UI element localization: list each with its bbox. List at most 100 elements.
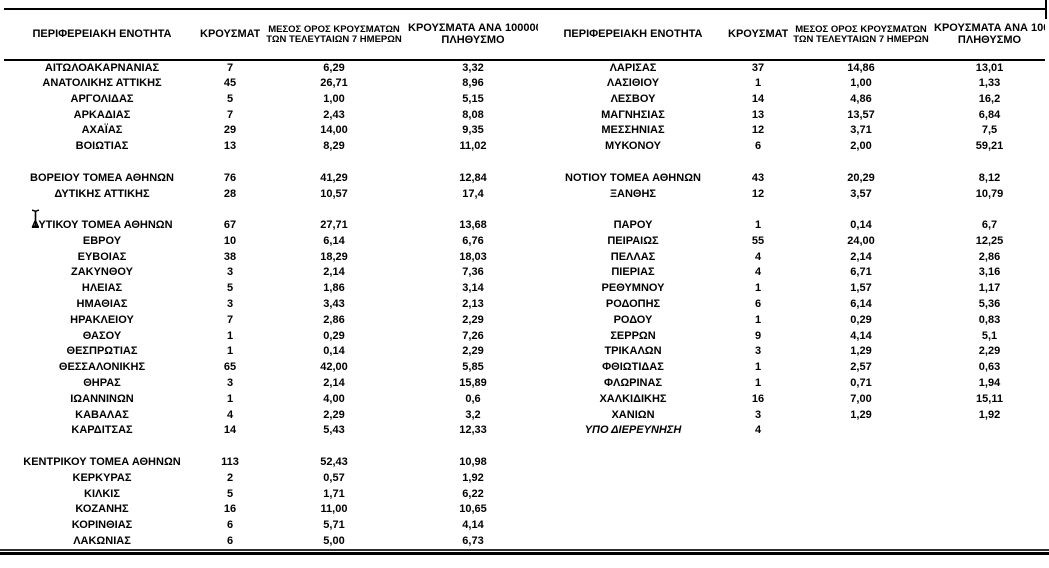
avg7-cell: [788, 423, 934, 439]
per100k-cell: 8,08: [462, 108, 484, 121]
avg7-cell: 4,14: [850, 329, 872, 342]
per100k-cell: 2,29: [978, 345, 1001, 358]
cases-cell: [728, 439, 788, 455]
cases-cell: [200, 439, 260, 455]
region-cell: ΑΧΑΪΑΣ: [81, 124, 123, 137]
per100k-cell: 6,84: [978, 108, 1001, 121]
cases-cell: 16: [751, 392, 765, 405]
cases-cell: 45: [223, 76, 237, 89]
region-cell: [538, 502, 728, 518]
region-cell: ΥΠΟ ΔΙΕΡΕΥΝΗΣΗ: [584, 424, 682, 437]
per100k-cell: [934, 534, 1045, 550]
table-row: ΚΑΒΑΛΑΣ 4 2,29 3,2 ΧΑΝΙΩΝ 3 1,29 1,92: [4, 408, 1045, 424]
table-row: ΘΗΡΑΣ 3 2,14 15,89 ΦΛΩΡΙΝΑΣ 1 0,71 1,94: [4, 376, 1045, 392]
avg7-cell: 14,86: [847, 61, 875, 74]
table-row: ΗΡΑΚΛΕΙΟΥ 7 2,86 2,29 ΡΟΔΟΥ 1 0,29 0,83: [4, 313, 1045, 329]
region-cell: ΘΕΣΣΑΛΟΝΙΚΗΣ: [58, 361, 146, 374]
avg7-cell: 6,14: [323, 234, 345, 247]
region-cell: ΜΕΣΣΗΝΙΑΣ: [601, 124, 665, 137]
cases-cell: [200, 155, 260, 171]
table-row: ΘΕΣΣΑΛΟΝΙΚΗΣ 65 42,00 5,85 ΦΘΙΩΤΙΔΑΣ 1 2…: [4, 360, 1045, 376]
per100k-cell: 5,15: [462, 92, 484, 105]
table-row: ΑΧΑΪΑΣ 29 14,00 9,35 ΜΕΣΣΗΝΙΑΣ 12 3,71 7…: [4, 123, 1045, 139]
avg7-cell: 5,43: [323, 424, 345, 437]
per100k-cell: 2,29: [462, 313, 484, 326]
cases-cell: 1: [754, 313, 762, 326]
per100k-cell: 7,26: [462, 329, 484, 342]
per100k-cell: 15,11: [976, 392, 1003, 405]
cases-cell: 65: [223, 361, 237, 374]
avg7-cell: 0,29: [323, 329, 345, 342]
table-row: ΒΟΡΕΙΟΥ ΤΟΜΕΑ ΑΘΗΝΩΝ 76 41,29 12,84 ΝΟΤΙ…: [4, 171, 1045, 187]
region-cell: ΣΕΡΡΩΝ: [610, 329, 656, 342]
region-cell: [538, 439, 728, 455]
cases-cell: 2: [226, 471, 234, 484]
per100k-cell: 6,7: [981, 219, 998, 232]
avg7-cell: 2,29: [323, 408, 345, 421]
cases-cell: [728, 502, 788, 518]
cases-cell: 3: [754, 345, 762, 358]
per100k-cell: [408, 439, 538, 455]
avg7-cell: 1,57: [850, 282, 872, 295]
table-row: ΙΩΑΝΝΙΝΩΝ 1 4,00 0,6 ΧΑΛΚΙΔΙΚΗΣ 16 7,00 …: [4, 392, 1045, 408]
top-horizontal-rule: [4, 8, 1045, 10]
top-right-edge-tick: [1045, 0, 1047, 19]
per100k-cell: 13,01: [975, 61, 1004, 74]
cases-cell: [200, 202, 260, 218]
avg7-cell: [788, 202, 934, 218]
cases-cell: 43: [751, 171, 765, 184]
per100k-cell: 17,4: [462, 187, 484, 200]
per100k-cell: 7,36: [462, 266, 484, 279]
region-cell: ΘΑΣΟΥ: [82, 329, 122, 342]
cases-cell: 76: [223, 171, 237, 184]
per100k-cell: [934, 423, 1045, 439]
per100k-cell: 6,73: [462, 535, 484, 548]
table-row: ΒΟΙΩΤΙΑΣ 13 8,29 11,02 ΜΥΚΟΝΟΥ 6 2,00 59…: [4, 139, 1045, 155]
table-row: [4, 439, 1045, 455]
avg7-cell: 1,86: [323, 282, 345, 295]
cases-cell: 13: [223, 140, 237, 153]
per100k-cell: [934, 502, 1045, 518]
per100k-cell: 6,76: [462, 234, 484, 247]
avg7-cell: [260, 439, 408, 455]
avg7-cell: 2,14: [323, 266, 345, 279]
avg7-cell: 26,71: [320, 76, 348, 89]
region-cell: ΗΜΑΘΙΑΣ: [76, 298, 128, 311]
header-avg7-right: ΜΕΣΟΣ ΟΡΟΣ ΚΡΟΥΣΜΑΤΩΝ ΤΩΝ ΤΕΛΕΥΤΑΙΩΝ 7 Η…: [788, 10, 934, 61]
table-row: ΗΜΑΘΙΑΣ 3 3,43 2,13 ΡΟΔΟΠΗΣ 6 6,14 5,36: [4, 297, 1045, 313]
region-cell: ΑΙΤΩΛΟΑΚΑΡΝΑΝΙΑΣ: [44, 61, 160, 74]
cases-cell: [728, 487, 788, 503]
region-cell: ΞΑΝΘΗΣ: [609, 187, 657, 200]
header-region-left: ΠΕΡΙΦΕΡΕΙΑΚΗ ΕΝΟΤΗΤΑ: [4, 10, 200, 61]
avg7-cell: 13,57: [847, 108, 875, 121]
cases-cell: 12: [751, 124, 765, 137]
table-row: [4, 155, 1045, 171]
cases-cell: 1: [754, 361, 762, 374]
table-row: ΖΑΚΥΝΘΟΥ 3 2,14 7,36 ΠΙΕΡΙΑΣ 4 6,71 3,16: [4, 265, 1045, 281]
cases-cell: 3: [226, 377, 234, 390]
per100k-cell: [408, 155, 538, 171]
avg7-cell: [260, 155, 408, 171]
per100k-cell: 15,89: [459, 377, 487, 390]
avg7-cell: 5,71: [323, 519, 345, 532]
region-cell: [4, 439, 200, 455]
avg7-cell: 1,00: [850, 76, 872, 89]
table-row: ΔΥΤΙΚΗΣ ΑΤΤΙΚΗΣ 28 10,57 17,4 ΞΑΝΘΗΣ 12 …: [4, 186, 1045, 202]
region-cell: ΧΑΝΙΩΝ: [611, 408, 655, 421]
avg7-cell: 0,71: [850, 377, 872, 390]
avg7-cell: 3,71: [850, 124, 872, 137]
table-row: ΕΥΒΟΙΑΣ 38 18,29 18,03 ΠΕΛΛΑΣ 4 2,14 2,8…: [4, 250, 1045, 266]
region-cell: ΦΘΙΩΤΙΔΑΣ: [602, 361, 664, 374]
avg7-cell: 2,57: [850, 361, 872, 374]
table-row: ΑΝΑΤΟΛΙΚΗΣ ΑΤΤΙΚΗΣ 45 26,71 8,96 ΛΑΣΙΘΙΟ…: [4, 76, 1045, 92]
per100k-cell: 3,2: [465, 408, 481, 421]
region-cell: ΜΑΓΝΗΣΙΑΣ: [601, 108, 665, 121]
avg7-cell: 6,29: [323, 61, 345, 74]
per100k-cell: 1,94: [978, 377, 1001, 390]
avg7-cell: 3,57: [850, 187, 872, 200]
per100k-cell: 0,63: [978, 361, 1001, 374]
cases-cell: 7: [226, 313, 234, 326]
per100k-cell: 5,85: [462, 361, 484, 374]
table-row: ΚΑΡΔΙΤΣΑΣ 14 5,43 12,33 ΥΠΟ ΔΙΕΡΕΥΝΗΣΗ 4: [4, 423, 1045, 439]
region-cell: [4, 155, 200, 171]
